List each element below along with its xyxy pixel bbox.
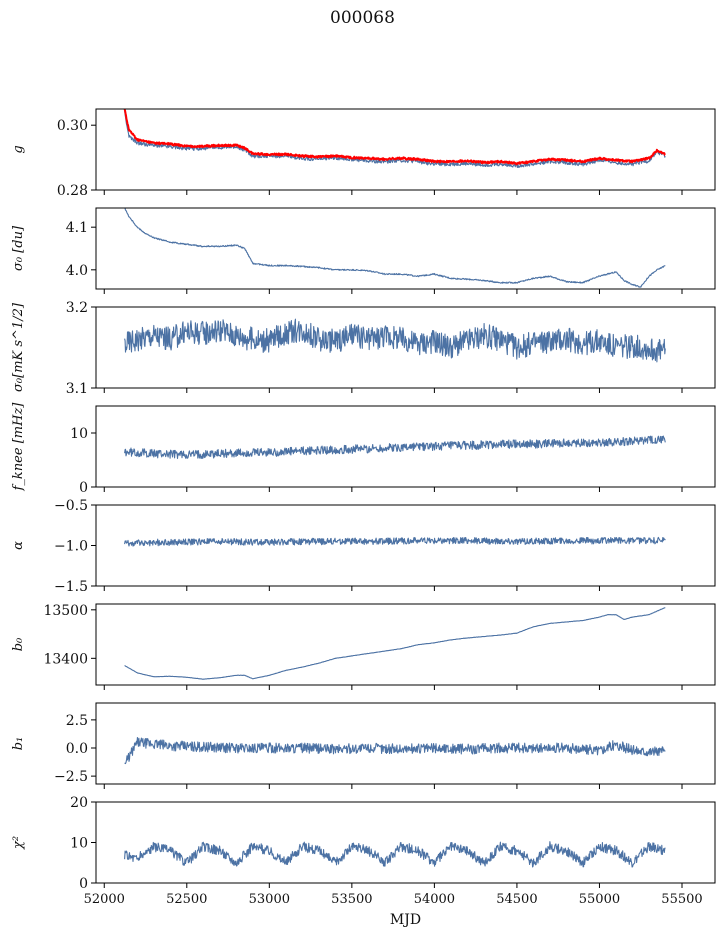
y-tick-label: 0 [79,480,88,496]
y-tick-label: 13400 [43,651,88,667]
series-line-1 [124,841,666,868]
figure-title: 000068 [330,8,395,28]
series-line-1 [124,607,666,680]
panel-8: 0 10 20 52000 52500 53000 53500 54000 54500 55000… [11,795,716,907]
x-tick-label: 54500 [496,892,537,907]
y-tick-label: 3.2 [66,300,88,316]
y-axis-label: σ₀[mK s^1/2] [11,302,26,392]
y-tick-label: 20 [70,795,88,811]
panel-7: −2.5 0.0 2.5 b₁ [11,702,716,789]
panel-6: 13400 13500 b₀ [11,603,716,690]
y-axis-label: b₁ [11,737,26,751]
y-tick-label: 10 [70,836,88,852]
panel-3: 3.1 3.2 σ₀[mK s^1/2] [11,300,716,397]
y-tick-label: 4.0 [66,263,88,279]
y-tick-label: 4.1 [66,220,88,236]
y-tick-label: −1.0 [54,539,88,555]
y-tick-label: 0 [79,876,88,892]
series-line-1 [124,207,666,288]
y-tick-label: 0.30 [57,118,88,134]
x-tick-label: 55000 [579,892,620,907]
y-axis-label: b₀ [11,637,26,651]
plot-frame [95,801,716,884]
y-tick-label: 2.5 [66,713,88,729]
series-line-2 [123,108,666,166]
plot-frame [95,702,716,785]
series-line-1 [124,736,666,765]
x-tick-label: 52500 [166,892,207,907]
plot-frame [95,603,716,686]
x-tick-label: 55500 [661,892,702,907]
x-tick-label: 54000 [414,892,455,907]
series-line-1 [124,435,666,459]
y-tick-label: 0.0 [66,741,88,757]
y-tick-label: −1.5 [54,579,88,595]
y-axis-label: χ² [11,836,26,850]
plot-frame [95,306,716,389]
plot-frame [95,405,716,488]
y-tick-label: 10 [70,426,88,442]
y-tick-label: −0.5 [54,498,88,514]
y-tick-label: 13500 [43,603,88,619]
y-axis-label: g [11,145,26,153]
x-tick-label: 52000 [84,892,125,907]
y-axis-label: α [11,541,26,550]
y-axis-label: σ₀ [du] [11,225,26,271]
series-line-1 [124,536,666,547]
plot-frame [95,504,716,587]
panel-5: −1.5 −1.0 −0.5 α [11,498,716,595]
plot-frame [95,207,716,290]
x-tick-label: 53000 [249,892,290,907]
panel-1: 0.28 0.30 g [11,108,716,199]
x-tick-label: 53500 [331,892,372,907]
panel-2: 4.0 4.1 σ₀ [du] [11,207,716,294]
panel-4: 0 10 f_knee [mHz] [11,402,716,496]
y-tick-label: 0.28 [57,183,88,199]
y-tick-label: 3.1 [66,381,88,397]
y-axis-label: f_knee [mHz] [11,402,26,492]
series-line-1 [124,318,666,363]
x-axis-label: MJD [390,912,421,928]
y-tick-label: −2.5 [54,769,88,785]
plot-frame [95,108,716,191]
